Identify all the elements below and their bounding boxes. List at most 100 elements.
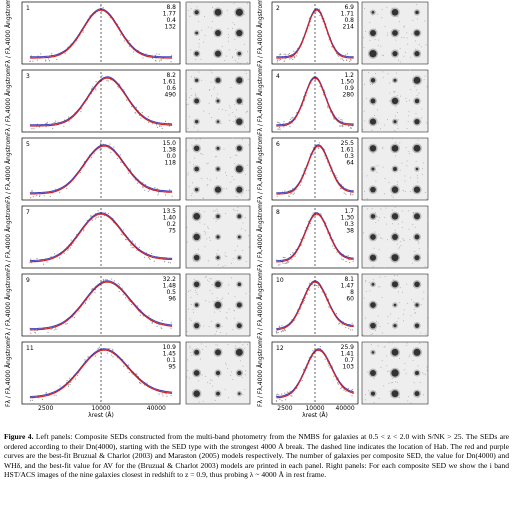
noise xyxy=(249,6,251,8)
panel-value: 10.9 xyxy=(163,344,177,351)
noise xyxy=(364,394,366,396)
noise xyxy=(211,117,213,119)
noise xyxy=(204,233,206,235)
data-point xyxy=(294,56,296,59)
data-point xyxy=(351,322,353,324)
galaxy xyxy=(194,10,199,15)
noise xyxy=(386,355,388,357)
noise xyxy=(211,320,213,322)
noise xyxy=(406,37,408,39)
noise xyxy=(205,376,207,378)
data-point xyxy=(91,157,93,159)
data-point xyxy=(95,88,97,90)
noise xyxy=(366,198,368,200)
noise xyxy=(382,146,384,148)
noise xyxy=(201,178,203,180)
noise xyxy=(209,278,211,280)
data-point xyxy=(59,257,61,259)
noise xyxy=(221,46,223,48)
data-point xyxy=(301,380,303,382)
galaxy xyxy=(236,118,243,125)
noise xyxy=(200,58,202,60)
noise xyxy=(218,108,220,110)
galaxy xyxy=(237,235,241,239)
noise xyxy=(390,382,392,384)
noise xyxy=(233,208,235,210)
noise xyxy=(407,43,409,45)
noise xyxy=(410,190,412,192)
noise xyxy=(369,22,371,24)
data-point xyxy=(53,253,56,255)
data-point xyxy=(277,58,279,61)
noise xyxy=(363,37,365,39)
noise xyxy=(219,331,221,333)
data-point xyxy=(70,381,72,383)
noise xyxy=(406,165,408,167)
data-point xyxy=(144,189,146,191)
data-point xyxy=(63,125,65,127)
data-point xyxy=(59,385,61,387)
data-point xyxy=(94,355,97,357)
noise xyxy=(203,211,205,213)
galaxy xyxy=(414,281,420,288)
panel-value: 1.45 xyxy=(163,351,177,358)
panel-value: 8 xyxy=(350,289,354,296)
data-point xyxy=(279,53,281,55)
noise xyxy=(215,330,217,332)
noise xyxy=(414,312,416,314)
noise xyxy=(404,25,406,27)
noise xyxy=(249,27,251,29)
noise xyxy=(185,101,187,103)
noise xyxy=(402,190,404,192)
noise xyxy=(220,299,222,301)
panel-value: 13.5 xyxy=(163,208,177,215)
noise xyxy=(374,39,376,41)
galaxy xyxy=(216,167,220,171)
noise xyxy=(369,84,371,86)
noise xyxy=(395,141,397,143)
noise xyxy=(396,94,398,96)
noise xyxy=(231,111,233,113)
noise xyxy=(231,137,233,139)
noise xyxy=(186,376,188,378)
noise xyxy=(211,379,213,381)
data-point xyxy=(303,299,306,301)
noise xyxy=(408,356,410,358)
panel-value: 0.0 xyxy=(166,153,176,160)
noise xyxy=(228,114,230,116)
noise xyxy=(242,393,244,395)
panel-value: 1.40 xyxy=(163,215,177,222)
noise xyxy=(226,188,228,190)
noise xyxy=(189,161,191,163)
data-point xyxy=(338,117,340,119)
data-point xyxy=(142,186,144,188)
noise xyxy=(409,69,411,71)
noise xyxy=(426,366,428,368)
data-point xyxy=(285,53,287,55)
data-point xyxy=(120,161,122,163)
data-point xyxy=(158,393,160,395)
data-point xyxy=(46,121,48,123)
data-point xyxy=(104,211,106,214)
data-point xyxy=(281,325,283,327)
noise xyxy=(202,41,204,43)
panel: 11 10.91.450.195 Fλ / Fλ,4000 Ångstrom 2500… xyxy=(5,339,251,419)
data-point xyxy=(291,56,293,58)
noise xyxy=(400,245,402,247)
panel-value: 214 xyxy=(343,24,355,31)
noise xyxy=(395,155,397,157)
noise xyxy=(198,20,200,22)
noise xyxy=(192,182,194,184)
panel-value: 1.2 xyxy=(344,72,354,79)
noise xyxy=(231,176,233,178)
noise xyxy=(403,313,405,315)
noise xyxy=(186,104,188,106)
noise xyxy=(211,293,213,295)
noise xyxy=(218,376,220,378)
data-point xyxy=(337,382,339,384)
noise xyxy=(399,61,401,63)
data-point xyxy=(290,193,292,195)
data-point xyxy=(29,60,31,62)
galaxy xyxy=(236,145,242,151)
